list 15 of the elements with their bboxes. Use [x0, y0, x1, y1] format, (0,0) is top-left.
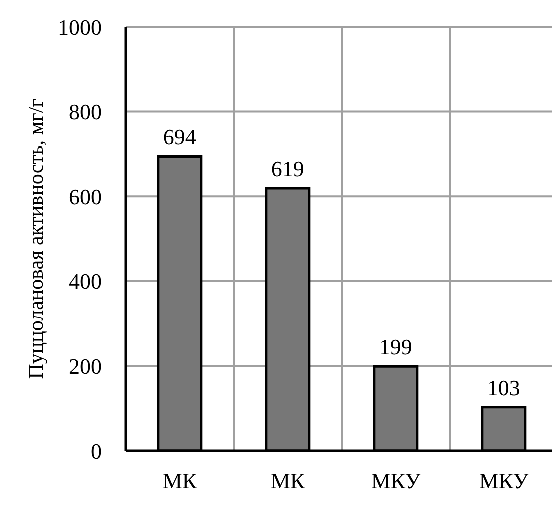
y-tick-label: 400: [69, 269, 102, 294]
y-axis-title: Пуццолановая активность, мг/г: [24, 98, 48, 380]
y-tick-label: 200: [69, 354, 102, 380]
x-tick-label: МК: [270, 468, 306, 494]
data-label: 694: [163, 124, 196, 150]
data-label: 619: [271, 156, 304, 182]
y-tick-label: 600: [69, 184, 102, 210]
x-tick-label: МК: [162, 468, 198, 494]
data-label: 103: [487, 375, 520, 400]
y-tick-label: 0: [91, 438, 102, 464]
y-tick-label: 800: [69, 100, 102, 125]
y-tick-label: 1000: [58, 14, 102, 40]
x-tick-label: МКУ: [479, 468, 530, 494]
data-label: 199: [379, 334, 412, 360]
x-tick-label: МКУ: [371, 468, 422, 494]
